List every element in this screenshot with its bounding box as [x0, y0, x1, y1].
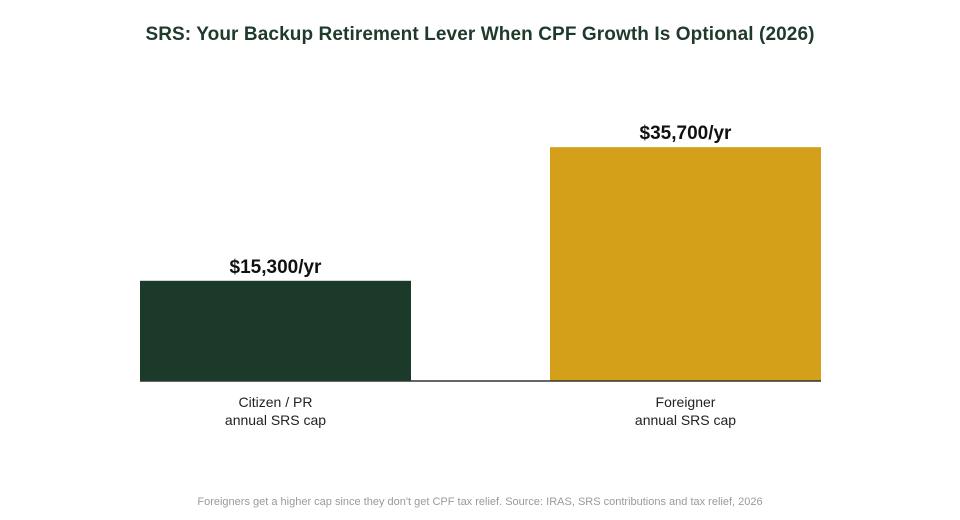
- value-label: $35,700/yr: [640, 123, 733, 144]
- chart-title: SRS: Your Backup Retirement Lever When C…: [145, 24, 815, 45]
- value-label: $15,300/yr: [230, 257, 323, 278]
- category-label: annual SRS cap: [225, 412, 326, 428]
- bar-foreigner: [550, 147, 821, 381]
- source-footnote: Foreigners get a higher cap since they d…: [197, 496, 763, 508]
- category-label: Citizen / PR: [239, 394, 313, 410]
- bar-citizen-pr: [140, 280, 411, 381]
- category-label: annual SRS cap: [635, 412, 736, 428]
- category-label: Foreigner: [656, 394, 716, 410]
